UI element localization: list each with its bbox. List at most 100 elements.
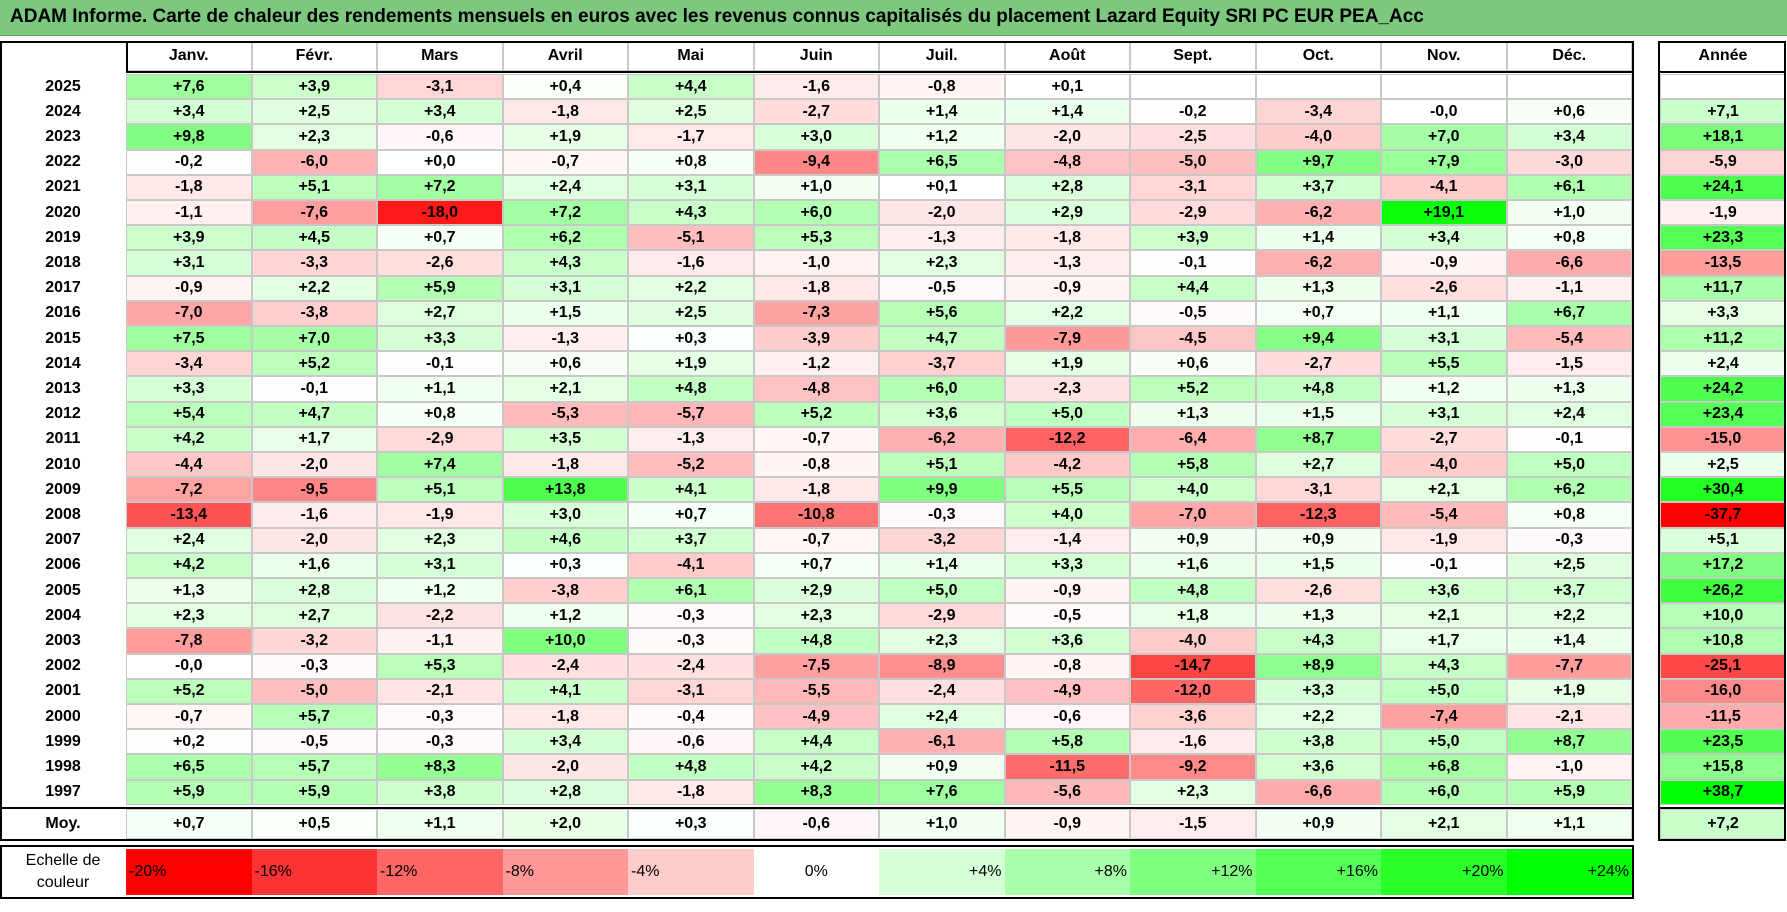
heatmap-cell: -7,2 xyxy=(126,477,252,503)
heatmap-cell: -7,3 xyxy=(753,300,879,326)
heatmap-cell: +1,6 xyxy=(251,552,377,578)
heatmap-cell: +8,9 xyxy=(1255,653,1381,679)
year-label: 2025 xyxy=(45,77,81,95)
average-cell: +0,7 xyxy=(126,808,252,839)
month-header: Mai xyxy=(628,41,754,71)
scale-swatch: -16% xyxy=(251,848,377,895)
heatmap-cell: +3,8 xyxy=(1255,729,1381,755)
heatmap-cell: +3,3 xyxy=(377,326,503,352)
heatmap-cell: -7,0 xyxy=(126,300,252,326)
annual-cell: -15,0 xyxy=(1660,426,1786,452)
average-cell: -0,6 xyxy=(753,808,879,839)
average-annual-cell: +7,2 xyxy=(1660,808,1786,839)
heatmap-cell: +7,6 xyxy=(126,74,252,100)
heatmap-cell: +4,2 xyxy=(126,426,252,452)
heatmap-cell: +2,3 xyxy=(377,527,503,553)
heatmap-cell: +8,7 xyxy=(1255,426,1381,452)
heatmap-cell: -0,3 xyxy=(1506,527,1632,553)
year-label: 2000 xyxy=(45,707,81,725)
heatmap-cell: +2,1 xyxy=(502,376,628,402)
heatmap-cell: +0,8 xyxy=(1506,502,1632,528)
heatmap-cell: +9,7 xyxy=(1255,149,1381,175)
month-header: Janv. xyxy=(126,41,252,71)
heatmap-cell: -2,6 xyxy=(1255,578,1381,604)
heatmap-cell: -10,8 xyxy=(753,502,879,528)
heatmap-cell: -5,5 xyxy=(753,678,879,704)
heatmap-cell: -13,4 xyxy=(126,502,252,528)
annual-cell: +23,5 xyxy=(1660,729,1786,755)
heatmap-cell: -3,8 xyxy=(502,578,628,604)
heatmap-cell: -7,9 xyxy=(1004,326,1130,352)
heatmap-cell: +4,3 xyxy=(502,250,628,276)
heatmap-cell: -1,9 xyxy=(1381,527,1507,553)
heatmap-cell: +0,7 xyxy=(753,552,879,578)
heatmap-cell: -3,2 xyxy=(251,628,377,654)
year-label: 1998 xyxy=(45,757,81,775)
heatmap-cell: +5,2 xyxy=(1130,376,1256,402)
annual-cell: +38,7 xyxy=(1660,779,1786,805)
month-header: Août xyxy=(1004,41,1130,71)
average-cell: +1,1 xyxy=(1506,808,1632,839)
heatmap-cell: -5,7 xyxy=(628,401,754,427)
heatmap-cell: +5,1 xyxy=(251,174,377,200)
heatmap-cell: +2,3 xyxy=(126,603,252,629)
scale-swatch: 0% xyxy=(753,848,879,895)
heatmap-cell: +4,3 xyxy=(628,200,754,226)
heatmap-cell: -1,8 xyxy=(1004,225,1130,251)
heatmap-cell: +1,9 xyxy=(1004,351,1130,377)
annual-header-separator xyxy=(1658,71,1786,73)
heatmap-cell: -0,1 xyxy=(1130,250,1256,276)
scale-swatch: +12% xyxy=(1130,848,1256,895)
heatmap-cell: +1,9 xyxy=(628,351,754,377)
heatmap-cell: +0,6 xyxy=(1506,99,1632,125)
heatmap-cell: +7,4 xyxy=(377,452,503,478)
heatmap-cell: +7,0 xyxy=(1381,124,1507,150)
annual-cell: +17,2 xyxy=(1660,552,1786,578)
heatmap-cell: +3,5 xyxy=(502,426,628,452)
heatmap-cell xyxy=(1506,74,1632,100)
heatmap-cell: +1,3 xyxy=(1255,603,1381,629)
heatmap-cell: +5,7 xyxy=(251,704,377,730)
heatmap-cell: -3,1 xyxy=(628,678,754,704)
heatmap-cell: -1,9 xyxy=(377,502,503,528)
heatmap-cell: -1,8 xyxy=(502,704,628,730)
heatmap-cell: +0,7 xyxy=(628,502,754,528)
heatmap-cell: +1,1 xyxy=(377,376,503,402)
year-label: 2006 xyxy=(45,556,81,574)
heatmap-cell: +0,1 xyxy=(879,174,1005,200)
heatmap-cell: -1,8 xyxy=(502,99,628,125)
heatmap-cell: +5,1 xyxy=(377,477,503,503)
heatmap-cell: +1,4 xyxy=(1004,99,1130,125)
heatmap-cell: -0,3 xyxy=(377,704,503,730)
heatmap-cell: +1,4 xyxy=(1506,628,1632,654)
heatmap-cell: -0,3 xyxy=(628,603,754,629)
heatmap-cell: -0,9 xyxy=(126,275,252,301)
heatmap-cell: +4,4 xyxy=(628,74,754,100)
heatmap-cell: -0,4 xyxy=(628,704,754,730)
heatmap-cell: +6,1 xyxy=(628,578,754,604)
heatmap-cell: +3,9 xyxy=(1130,225,1256,251)
year-label: 2016 xyxy=(45,304,81,322)
year-label: 2017 xyxy=(45,279,81,297)
heatmap-cell: -2,4 xyxy=(879,678,1005,704)
heatmap-cell: +2,7 xyxy=(377,300,503,326)
year-label: 2008 xyxy=(45,505,81,523)
year-label: 2002 xyxy=(45,657,81,675)
average-cell: +0,3 xyxy=(628,808,754,839)
heatmap-cell: -0,3 xyxy=(879,502,1005,528)
heatmap-cell: -6,0 xyxy=(251,149,377,175)
heatmap-cell: +3,4 xyxy=(126,99,252,125)
annual-cell: +30,4 xyxy=(1660,477,1786,503)
heatmap-cell: -0,6 xyxy=(377,124,503,150)
scale-swatch: +20% xyxy=(1381,848,1507,895)
heatmap-cell: +6,8 xyxy=(1381,754,1507,780)
heatmap-cell: -1,1 xyxy=(1506,275,1632,301)
heatmap-cell: -3,7 xyxy=(879,351,1005,377)
chart-title: ADAM Informe. Carte de chaleur des rende… xyxy=(10,6,1424,27)
heatmap-cell: -4,9 xyxy=(753,704,879,730)
heatmap-cell: -0,3 xyxy=(251,653,377,679)
year-label: 2007 xyxy=(45,531,81,549)
heatmap-cell: +3,4 xyxy=(377,99,503,125)
heatmap-cell: +0,0 xyxy=(377,149,503,175)
scale-label-line1: Echelle de xyxy=(25,851,101,869)
